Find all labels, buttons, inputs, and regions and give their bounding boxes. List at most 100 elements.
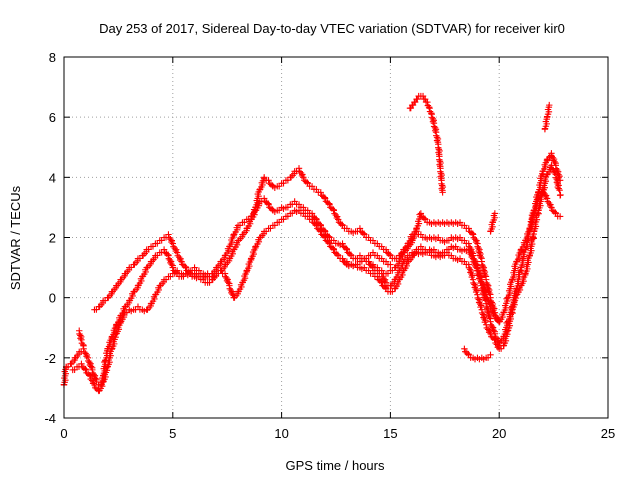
data-point bbox=[546, 202, 554, 210]
data-point bbox=[172, 247, 179, 255]
data-point bbox=[321, 195, 329, 202]
data-point bbox=[544, 198, 551, 205]
data-point bbox=[167, 235, 174, 243]
data-point bbox=[308, 210, 316, 217]
data-point bbox=[169, 264, 176, 271]
data-point bbox=[491, 210, 499, 217]
data-point bbox=[174, 252, 181, 259]
data-point bbox=[317, 228, 324, 235]
data-point bbox=[265, 201, 272, 208]
data-point bbox=[387, 261, 394, 268]
data-point bbox=[321, 234, 329, 241]
data-point bbox=[260, 195, 268, 202]
y-tick-label: -4 bbox=[44, 411, 56, 426]
data-point bbox=[339, 240, 346, 247]
data-point bbox=[356, 225, 364, 232]
data-point bbox=[435, 149, 442, 156]
data-point bbox=[487, 351, 494, 359]
data-point bbox=[472, 238, 480, 246]
data-point bbox=[168, 238, 175, 246]
data-point bbox=[548, 204, 555, 211]
data-point bbox=[486, 289, 493, 297]
data-point bbox=[313, 222, 320, 229]
data-point bbox=[556, 177, 564, 184]
data-point bbox=[469, 231, 477, 238]
x-tick-label: 5 bbox=[169, 426, 176, 441]
y-tick-label: 4 bbox=[49, 170, 56, 185]
y-tick-label: 6 bbox=[49, 110, 56, 125]
data-point bbox=[297, 169, 305, 177]
data-point bbox=[491, 309, 499, 316]
data-point bbox=[77, 335, 84, 342]
data-point bbox=[165, 234, 173, 241]
data-point bbox=[492, 312, 499, 320]
data-point bbox=[468, 248, 476, 256]
data-point bbox=[491, 305, 498, 312]
x-tick-label: 15 bbox=[383, 426, 397, 441]
data-point bbox=[483, 324, 490, 332]
data-point bbox=[543, 195, 551, 202]
data-point bbox=[330, 207, 338, 214]
data-point bbox=[326, 201, 333, 208]
data-point bbox=[487, 330, 494, 337]
data-point bbox=[556, 213, 564, 220]
data-point bbox=[493, 314, 501, 321]
data-point bbox=[265, 177, 272, 184]
data-point bbox=[471, 235, 479, 243]
data-point bbox=[332, 211, 340, 219]
data-point bbox=[88, 377, 96, 384]
data-point bbox=[91, 381, 98, 389]
data-point bbox=[178, 258, 185, 265]
data-point bbox=[431, 127, 439, 134]
data-point bbox=[92, 375, 99, 382]
data-point bbox=[382, 246, 390, 253]
data-point bbox=[317, 189, 324, 196]
data-point bbox=[481, 271, 489, 279]
data-point bbox=[492, 339, 499, 347]
data-point bbox=[473, 287, 481, 294]
data-point bbox=[461, 345, 468, 353]
data-point bbox=[168, 260, 175, 268]
data-point bbox=[484, 326, 492, 333]
data-point bbox=[333, 214, 341, 222]
data-point bbox=[494, 344, 502, 351]
data-point bbox=[414, 95, 421, 103]
data-point bbox=[334, 216, 342, 223]
x-tick-label: 25 bbox=[601, 426, 615, 441]
data-point bbox=[429, 118, 437, 125]
data-point bbox=[175, 254, 183, 261]
data-point bbox=[433, 137, 441, 144]
data-point bbox=[436, 161, 443, 168]
data-point bbox=[296, 168, 303, 175]
x-tick-label: 20 bbox=[492, 426, 506, 441]
data-point bbox=[326, 240, 333, 247]
data-point bbox=[472, 260, 480, 268]
grid bbox=[64, 57, 608, 418]
data-point bbox=[171, 244, 178, 252]
data-point bbox=[78, 360, 85, 368]
data-point bbox=[556, 192, 564, 199]
y-tick-label: 2 bbox=[49, 231, 56, 246]
y-tick-label: 0 bbox=[49, 291, 56, 306]
data-point bbox=[417, 210, 425, 217]
data-point bbox=[551, 158, 558, 166]
data-point bbox=[170, 243, 177, 250]
data-point bbox=[485, 329, 493, 336]
data-point bbox=[308, 216, 316, 223]
data-point bbox=[160, 246, 168, 253]
y-tick-label: 8 bbox=[49, 50, 56, 65]
data-point bbox=[465, 225, 472, 232]
data-point bbox=[469, 272, 476, 279]
data-point bbox=[439, 189, 446, 196]
data-point bbox=[437, 173, 444, 180]
data-point bbox=[545, 199, 553, 207]
data-point bbox=[330, 246, 338, 253]
data-point bbox=[486, 313, 493, 321]
data-point bbox=[87, 375, 94, 383]
data-point bbox=[87, 363, 95, 370]
data-point bbox=[86, 372, 94, 380]
data-point bbox=[82, 350, 89, 357]
data-point bbox=[374, 273, 381, 280]
data-point bbox=[82, 366, 89, 374]
